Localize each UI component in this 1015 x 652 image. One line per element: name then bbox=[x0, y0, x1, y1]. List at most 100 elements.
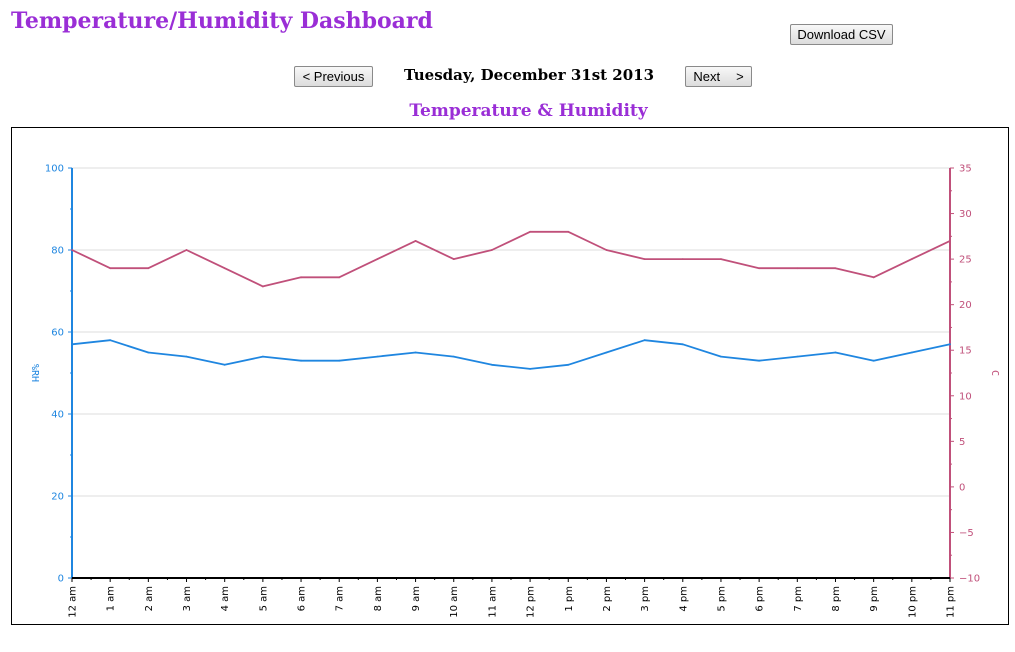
temperature-point bbox=[796, 267, 799, 270]
humidity-point bbox=[376, 355, 379, 358]
y-right-tick-label: 10 bbox=[959, 391, 972, 402]
humidity-point bbox=[71, 343, 73, 346]
x-tick-label: 10 pm bbox=[907, 586, 918, 618]
y-left-tick-label: 40 bbox=[51, 410, 64, 421]
humidity-point bbox=[529, 368, 531, 370]
humidity-point bbox=[643, 339, 646, 342]
temperature-point bbox=[910, 258, 913, 261]
humidity-series-line bbox=[71, 339, 951, 370]
x-tick-label: 12 pm bbox=[526, 586, 537, 618]
next-label: Next bbox=[693, 69, 721, 84]
temperature-point bbox=[300, 276, 302, 279]
y-right-tick-label: 0 bbox=[959, 482, 965, 493]
x-tick-label: 6 am bbox=[297, 586, 308, 611]
y-right-tick-label: 5 bbox=[959, 437, 965, 448]
humidity-point bbox=[910, 351, 913, 354]
humidity-point bbox=[223, 363, 226, 366]
temperature-point bbox=[529, 230, 531, 233]
y-left-tick-label: 20 bbox=[51, 492, 64, 503]
humidity-point bbox=[834, 351, 837, 354]
page-title: Temperature/Humidity Dashboard bbox=[11, 8, 433, 34]
humidity-point bbox=[414, 351, 417, 354]
temperature-point bbox=[223, 267, 226, 270]
x-tick-label: 6 pm bbox=[755, 586, 766, 612]
temperature-point bbox=[605, 249, 608, 251]
humidity-point bbox=[720, 355, 722, 358]
temperature-point bbox=[758, 267, 761, 270]
y-left-tick-label: 80 bbox=[51, 246, 64, 257]
x-tick-label: 3 am bbox=[182, 586, 193, 611]
y-right-axis-label: C bbox=[989, 370, 1000, 376]
temperature-point bbox=[147, 267, 150, 270]
temperature-series-line bbox=[71, 230, 951, 288]
temperature-point bbox=[185, 249, 188, 251]
x-tick-label: 12 am bbox=[68, 586, 79, 618]
x-tick-label: 11 am bbox=[487, 586, 498, 618]
current-date: Tuesday, December 31st 2013 bbox=[403, 66, 655, 84]
temperature-point bbox=[109, 267, 112, 270]
humidity-point bbox=[567, 363, 570, 366]
humidity-point bbox=[261, 355, 264, 358]
humidity-point bbox=[185, 355, 188, 358]
humidity-point bbox=[758, 359, 761, 362]
y-right-tick-label: 25 bbox=[959, 255, 972, 266]
humidity-point bbox=[605, 351, 608, 354]
x-tick-label: 1 am bbox=[106, 586, 117, 611]
x-tick-label: 9 am bbox=[411, 586, 422, 611]
temperature-point bbox=[720, 258, 722, 261]
humidity-point bbox=[872, 359, 875, 362]
x-tick-label: 7 am bbox=[335, 586, 346, 611]
x-tick-label: 7 pm bbox=[793, 586, 804, 612]
temperature-point bbox=[681, 258, 684, 261]
temperature-point bbox=[261, 285, 264, 288]
x-tick-label: 3 pm bbox=[640, 586, 651, 612]
x-tick-label: 1 pm bbox=[564, 586, 575, 612]
humidity-point bbox=[949, 343, 951, 346]
x-tick-label: 4 pm bbox=[678, 586, 689, 612]
humidity-point bbox=[300, 359, 302, 362]
humidity-point bbox=[109, 339, 112, 342]
temperature-point bbox=[949, 239, 951, 242]
y-left-tick-label: 100 bbox=[45, 164, 64, 175]
temperature-point bbox=[71, 249, 73, 251]
x-tick-label: 5 am bbox=[258, 586, 269, 611]
y-left-tick-label: 60 bbox=[51, 328, 64, 339]
x-tick-label: 9 pm bbox=[869, 586, 880, 612]
x-tick-label: 5 pm bbox=[716, 586, 727, 612]
previous-day-button[interactable]: < Previous bbox=[294, 66, 373, 87]
temperature-point bbox=[643, 258, 646, 261]
y-right-tick-label: −10 bbox=[959, 574, 980, 585]
download-csv-button[interactable]: Download CSV bbox=[790, 24, 893, 45]
x-tick-label: 11 pm bbox=[946, 586, 957, 618]
temperature-humidity-chart: 0 20 40 60 80 100 %RH −10 −5 0 5 10 15 20 25 30 35 C 12 am… bbox=[29, 164, 1000, 619]
x-tick-label: 10 am bbox=[449, 586, 460, 618]
temperature-point bbox=[567, 230, 570, 233]
x-tick-label: 2 am bbox=[144, 586, 155, 611]
x-tick-label: 8 pm bbox=[831, 586, 842, 612]
humidity-point bbox=[338, 359, 341, 362]
humidity-point bbox=[452, 355, 455, 358]
temperature-point bbox=[452, 258, 455, 261]
humidity-point bbox=[147, 351, 150, 354]
y-right-tick-label: 15 bbox=[959, 346, 972, 357]
chart-frame: 0 20 40 60 80 100 %RH −10 −5 0 5 10 15 20 25 30 35 C 12 am… bbox=[11, 127, 1009, 625]
chart-title: Temperature & Humidity bbox=[409, 101, 648, 121]
humidity-point bbox=[491, 363, 493, 366]
y-left-axis-label: %RH bbox=[29, 364, 40, 382]
temperature-point bbox=[491, 249, 493, 251]
next-arrow-icon: > bbox=[736, 69, 744, 84]
temperature-point bbox=[414, 239, 417, 242]
humidity-point bbox=[796, 355, 799, 358]
x-tick-label: 8 am bbox=[373, 586, 384, 611]
y-right-tick-label: 20 bbox=[959, 300, 972, 311]
humidity-point bbox=[681, 343, 684, 346]
temperature-point bbox=[834, 267, 837, 270]
temperature-point bbox=[872, 276, 875, 279]
x-tick-label: 2 pm bbox=[602, 586, 613, 612]
y-right-tick-label: 30 bbox=[959, 209, 972, 220]
y-right-tick-label: 35 bbox=[959, 164, 972, 175]
next-day-button[interactable]: Next > bbox=[685, 66, 752, 87]
y-left-tick-label: 0 bbox=[58, 574, 64, 585]
temperature-point bbox=[376, 258, 379, 261]
y-right-tick-label: −5 bbox=[959, 528, 974, 539]
